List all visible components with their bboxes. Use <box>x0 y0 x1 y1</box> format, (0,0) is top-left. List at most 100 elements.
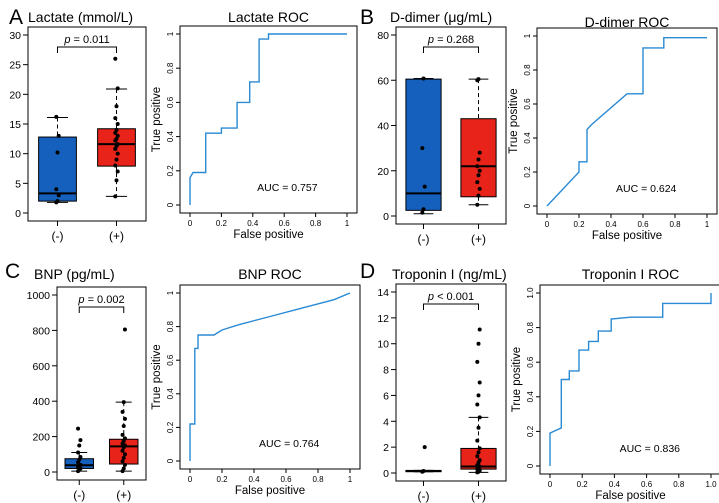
y-tick-label: 0.8 <box>526 321 535 333</box>
x-axis-label: False positive <box>233 229 303 241</box>
data-point <box>121 466 126 471</box>
data-point <box>477 446 482 451</box>
data-point <box>77 443 82 448</box>
y-tick-label: 15 <box>9 119 21 131</box>
p-value-label: p = 0.011 <box>63 34 109 46</box>
x-tick-label: 0 <box>545 220 550 229</box>
data-point <box>121 423 126 428</box>
p-value: < 0.001 <box>434 291 474 303</box>
plot-frame <box>536 27 718 215</box>
data-point <box>420 210 425 215</box>
x-tick-label: 0.4 <box>605 220 617 229</box>
data-point <box>113 116 118 121</box>
y-tick-label: 0.2 <box>523 166 532 178</box>
data-point <box>422 184 427 189</box>
data-point <box>121 455 126 460</box>
data-point <box>113 194 118 199</box>
data-point <box>421 207 426 212</box>
box-negative <box>405 445 442 474</box>
roc-panel: BNP ROC 0 0 0.2 0.2 0.4 0.4 0.6 0.6 0.8 0.8 1 1 False… <box>151 266 361 497</box>
x-tick-label: 0 <box>188 475 193 484</box>
data-point <box>122 327 127 332</box>
x-tick-label: 1 <box>348 475 353 484</box>
y-tick-label: 0.4 <box>523 132 532 144</box>
x-tick-label: 0.4 <box>247 219 259 228</box>
auc-label: AUC = 0.836 <box>620 443 681 455</box>
roc-curve <box>546 37 707 207</box>
plot-frame <box>395 283 507 482</box>
data-point <box>421 469 426 474</box>
roc-curve <box>549 293 712 466</box>
box-iqr <box>38 136 77 202</box>
y-tick-label: 20 <box>9 89 21 101</box>
data-point <box>113 56 118 61</box>
data-point <box>476 77 481 82</box>
data-point <box>421 76 426 81</box>
y-axis-label: True positive <box>511 347 523 412</box>
roc-curve <box>189 33 347 205</box>
y-tick-label: 0.6 <box>166 354 175 366</box>
y-tick-label: 1 <box>166 290 175 295</box>
data-point <box>475 402 480 407</box>
data-point <box>475 164 480 169</box>
x-tick-label: (+) <box>116 488 131 502</box>
box-title: D-dimer (μg/mL) <box>390 9 492 25</box>
y-tick-label: 12 <box>377 313 389 325</box>
data-point <box>477 168 482 173</box>
data-point <box>115 122 120 126</box>
y-tick-label: 0 <box>383 211 389 223</box>
data-point <box>55 150 60 155</box>
roc-panel: Troponin I ROC 0 0 0.2 0.2 0.4 0.4 0.6 0.6 0.8 0.8… <box>511 266 719 502</box>
data-point <box>115 133 120 138</box>
x-tick-label: (-) <box>418 232 430 246</box>
y-tick-label: 40 <box>377 121 389 133</box>
auc-label: AUC = 0.757 <box>257 182 318 194</box>
roc-panel: Lactate ROC 0 0 0.2 0.2 0.4 0.4 0.6 0.6 0.8 0.8 1 1 F… <box>151 9 358 241</box>
p-value: = 0.268 <box>434 34 474 46</box>
data-point <box>476 341 481 346</box>
data-point <box>54 187 59 192</box>
y-tick-label: 600 <box>32 361 50 373</box>
data-point <box>477 327 482 332</box>
y-tick-label: 0.4 <box>166 130 175 142</box>
significance-bracket <box>423 303 479 310</box>
y-tick-label: 0.6 <box>526 356 535 368</box>
data-point <box>78 462 83 467</box>
p-value: = 0.002 <box>85 294 125 306</box>
x-tick-label: 1.0 <box>705 480 717 489</box>
data-point <box>115 169 120 174</box>
data-point <box>76 426 81 431</box>
y-tick-label: 400 <box>32 396 50 408</box>
x-tick-label: 0.2 <box>573 220 585 229</box>
x-tick-label: 0.2 <box>216 219 228 228</box>
y-tick-label: 1.0 <box>526 287 535 299</box>
y-tick-label: 0.4 <box>526 391 535 403</box>
data-point <box>475 438 480 443</box>
data-point <box>476 157 481 162</box>
y-tick-label: 0 <box>166 202 175 207</box>
box-negative <box>38 114 77 205</box>
data-point <box>477 186 482 191</box>
data-point <box>120 448 125 453</box>
y-tick-label: 0.2 <box>166 165 175 177</box>
y-tick-label: 0 <box>383 468 389 480</box>
x-tick-label: 0.8 <box>312 475 324 484</box>
x-tick-label: 0.6 <box>279 219 291 228</box>
data-point <box>475 202 480 207</box>
data-point <box>122 416 127 421</box>
x-tick-label: 0 <box>548 480 553 489</box>
y-tick-label: 0.2 <box>526 425 535 437</box>
plot-frame <box>539 284 719 475</box>
x-tick-label: (+) <box>471 489 486 503</box>
data-point <box>114 178 119 183</box>
x-tick-label: 0.4 <box>248 475 260 484</box>
x-axis-label: False positive <box>595 490 665 502</box>
y-axis-label: True positive <box>508 88 520 153</box>
data-point <box>55 199 60 204</box>
y-tick-label: 0 <box>526 463 535 468</box>
box-negative <box>64 426 94 474</box>
roc-curve <box>189 292 351 461</box>
auc-label: AUC = 0.624 <box>616 183 677 195</box>
data-point <box>54 114 59 119</box>
y-tick-label: 0.2 <box>166 421 175 433</box>
